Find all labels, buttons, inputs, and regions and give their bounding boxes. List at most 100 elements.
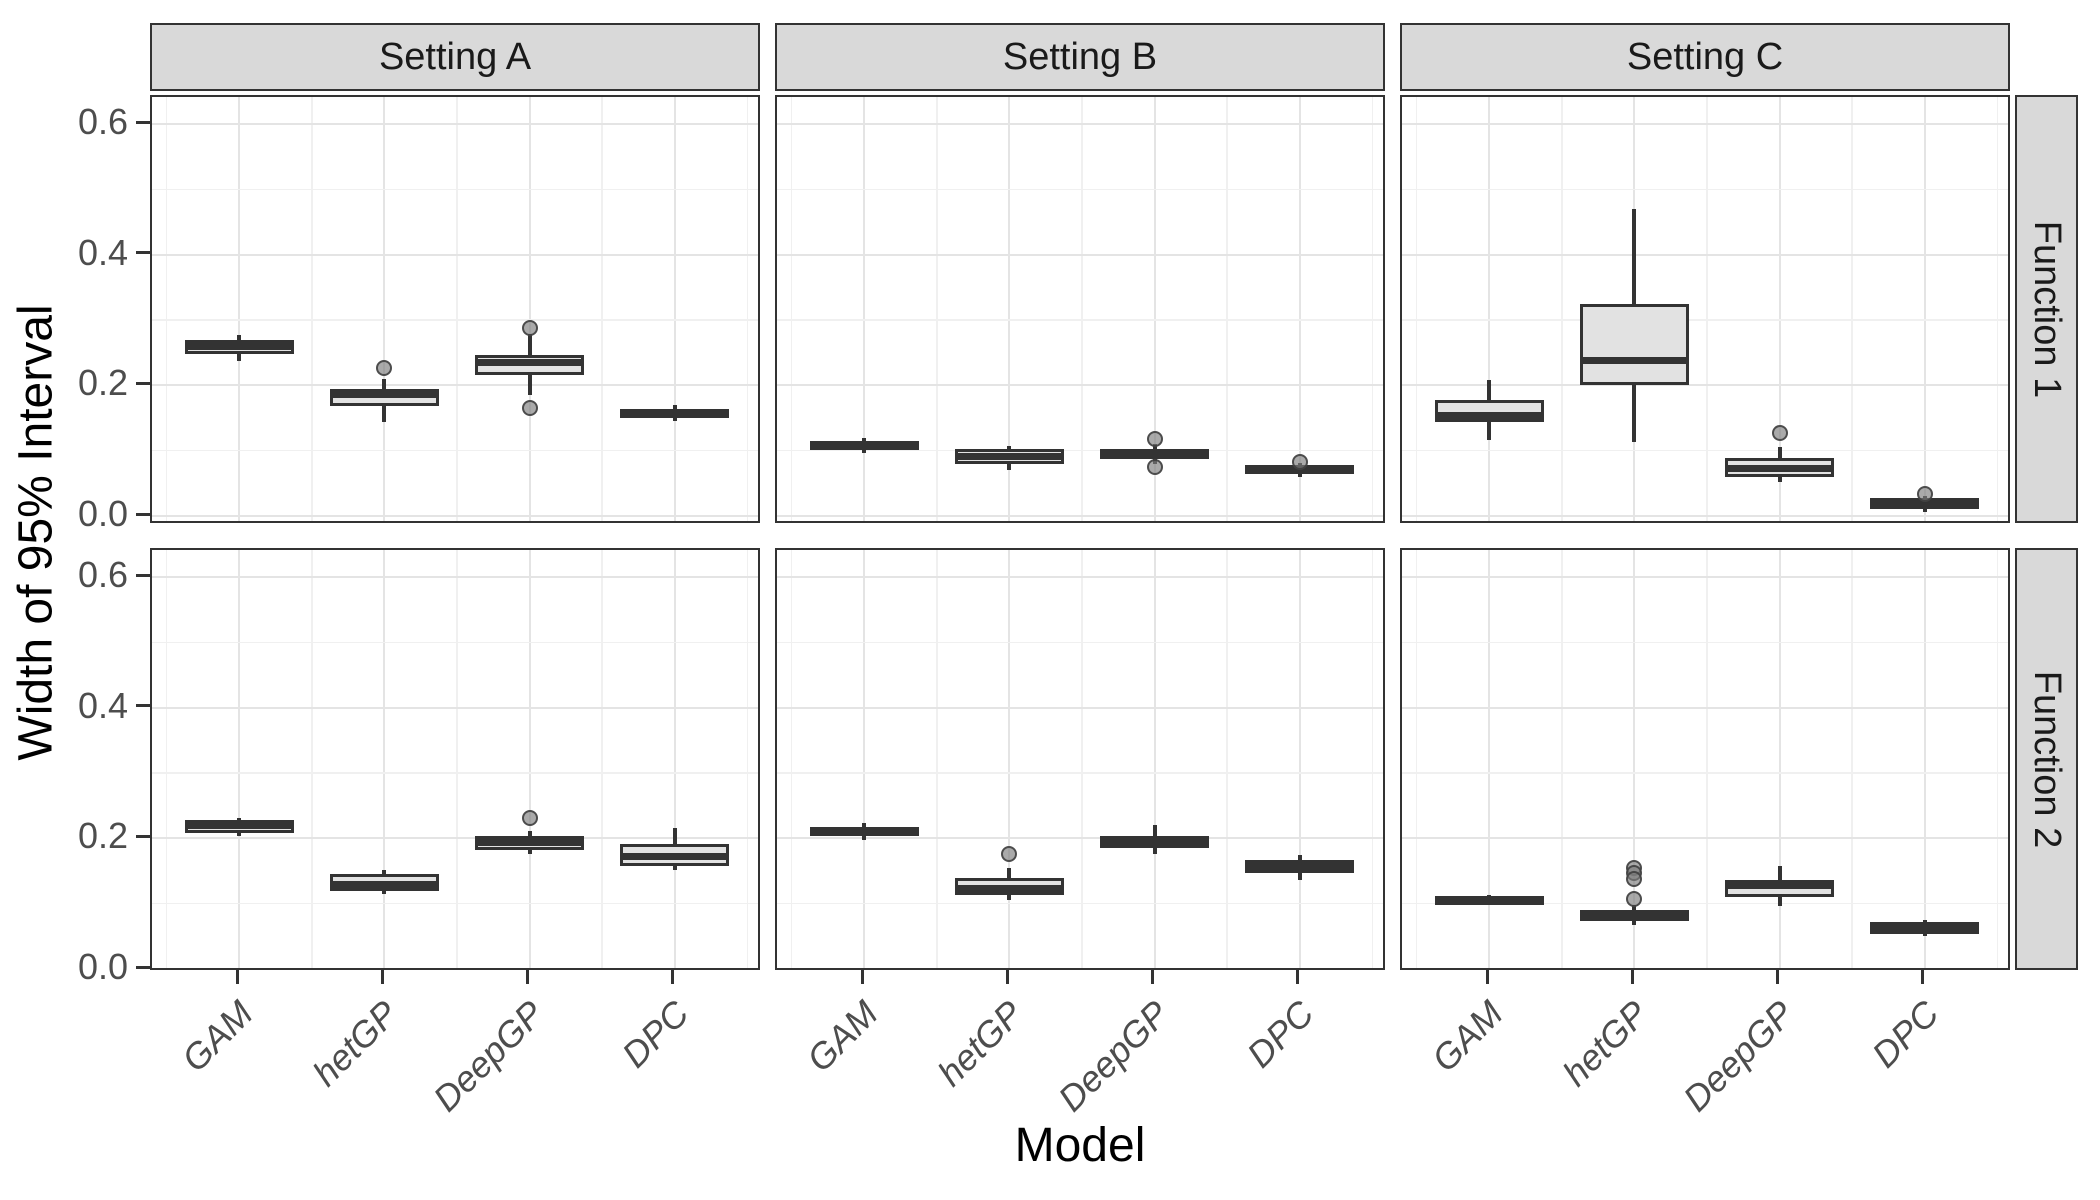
grid-major-v [528, 97, 531, 521]
grid-major-v [1298, 97, 1301, 521]
outlier-point-DeepGP [1146, 430, 1163, 447]
outlier-point-DeepGP [521, 319, 538, 336]
grid-minor-v [1851, 550, 1853, 968]
grid-minor-v [456, 97, 458, 521]
median-line-DPC [620, 852, 730, 860]
x-tick-label: hetGP [1554, 992, 1656, 1094]
grid-minor-v [1371, 97, 1374, 521]
grid-major-h [152, 515, 758, 517]
grid-major-h [152, 123, 758, 126]
grid-minor-v [1996, 550, 1999, 968]
median-line-DPC [1870, 500, 1980, 508]
facet-strip-label: Setting B [1002, 35, 1158, 78]
grid-major-h [1402, 123, 2008, 126]
median-line-hetGP [954, 884, 1064, 892]
grid-minor-v [1561, 97, 1563, 521]
grid-minor-v [311, 550, 313, 968]
grid-minor-v [601, 550, 603, 968]
grid-major-v [863, 97, 866, 521]
grid-major-h [1402, 968, 2010, 970]
median-line-GAM [1434, 896, 1544, 904]
facet-strip-label: Function 1 [2026, 220, 2069, 398]
grid-minor-h [777, 188, 1383, 191]
grid-minor-h [1402, 449, 2008, 452]
grid-major-v [1778, 550, 1781, 968]
median-line-DeepGP [1100, 449, 1210, 457]
grid-major-h [777, 123, 1383, 126]
median-line-GAM [184, 343, 294, 351]
x-tick-label: DPC [1863, 992, 1947, 1076]
x-tick-mark [235, 970, 239, 984]
grid-major-v [863, 550, 866, 968]
grid-major-v [1778, 97, 1781, 521]
y-tick-label: 0.2 [77, 815, 128, 857]
x-tick-mark [671, 970, 675, 984]
y-tick-label: 0.0 [77, 493, 128, 534]
grid-major-v [1633, 550, 1636, 968]
outlier-point-hetGP [1626, 870, 1643, 887]
grid-minor-v [601, 97, 603, 521]
grid-major-h [152, 706, 758, 709]
grid-major-h [1402, 837, 2008, 840]
median-line-DPC [1245, 862, 1355, 870]
grid-minor-h [1402, 772, 2008, 774]
y-tick-mark [136, 965, 150, 969]
y-tick-label: 0.6 [77, 101, 128, 143]
x-tick-label: DeepGP [1674, 992, 1802, 1120]
grid-minor-v [456, 550, 458, 968]
grid-major-v [1923, 550, 1926, 968]
grid-major-h [1402, 384, 2008, 387]
grid-major-h [152, 384, 758, 387]
x-tick-mark [1151, 970, 1155, 984]
x-tick-mark [1776, 970, 1780, 984]
grid-major-v [1008, 97, 1011, 521]
grid-minor-h [777, 449, 1383, 452]
facet-strip-right: Function 1 [2015, 95, 2078, 523]
x-tick-label: GAM [798, 992, 886, 1080]
grid-minor-v [1226, 97, 1228, 521]
median-line-DeepGP [1725, 465, 1835, 473]
facet-panel [1400, 548, 2010, 970]
grid-major-h [777, 968, 1385, 970]
grid-major-h [777, 576, 1383, 579]
y-tick-label: 0.6 [77, 554, 128, 596]
facet-strip-top: Setting A [150, 23, 760, 91]
grid-major-h [152, 837, 758, 840]
facet-panel [775, 548, 1385, 970]
median-line-DeepGP [1725, 881, 1835, 889]
grid-minor-h [1402, 319, 2008, 321]
outlier-point-DeepGP [521, 399, 538, 416]
grid-major-v [1153, 550, 1156, 968]
x-tick-mark [1921, 970, 1925, 984]
x-tick-mark [380, 970, 384, 984]
grid-minor-h [777, 902, 1383, 905]
median-line-GAM [184, 822, 294, 830]
grid-major-v [1008, 550, 1011, 968]
facet-strip-top: Setting C [1400, 23, 2010, 91]
grid-minor-h [777, 319, 1383, 321]
x-tick-mark [1630, 970, 1634, 984]
grid-major-h [1402, 253, 2008, 256]
grid-major-v [528, 550, 531, 968]
grid-minor-v [1415, 97, 1418, 521]
x-tick-label: hetGP [929, 992, 1031, 1094]
grid-minor-h [152, 641, 758, 644]
x-tick-mark [1296, 970, 1300, 984]
outlier-point-DPC [1291, 453, 1308, 470]
grid-major-h [1402, 515, 2008, 517]
x-tick-mark [1005, 970, 1009, 984]
median-line-hetGP [1579, 911, 1689, 919]
grid-minor-v [165, 550, 168, 968]
median-line-hetGP [329, 880, 439, 888]
facet-strip-label: Function 2 [2026, 670, 2069, 848]
grid-minor-h [152, 319, 758, 321]
x-tick-mark [1485, 970, 1489, 984]
x-axis-title: Model [1014, 1119, 1146, 1172]
median-line-GAM [1434, 411, 1544, 419]
outlier-point-hetGP [376, 359, 393, 376]
grid-minor-h [152, 449, 758, 452]
outlier-point-DPC [1916, 485, 1933, 502]
grid-major-h [777, 515, 1383, 517]
grid-major-h [777, 706, 1383, 709]
